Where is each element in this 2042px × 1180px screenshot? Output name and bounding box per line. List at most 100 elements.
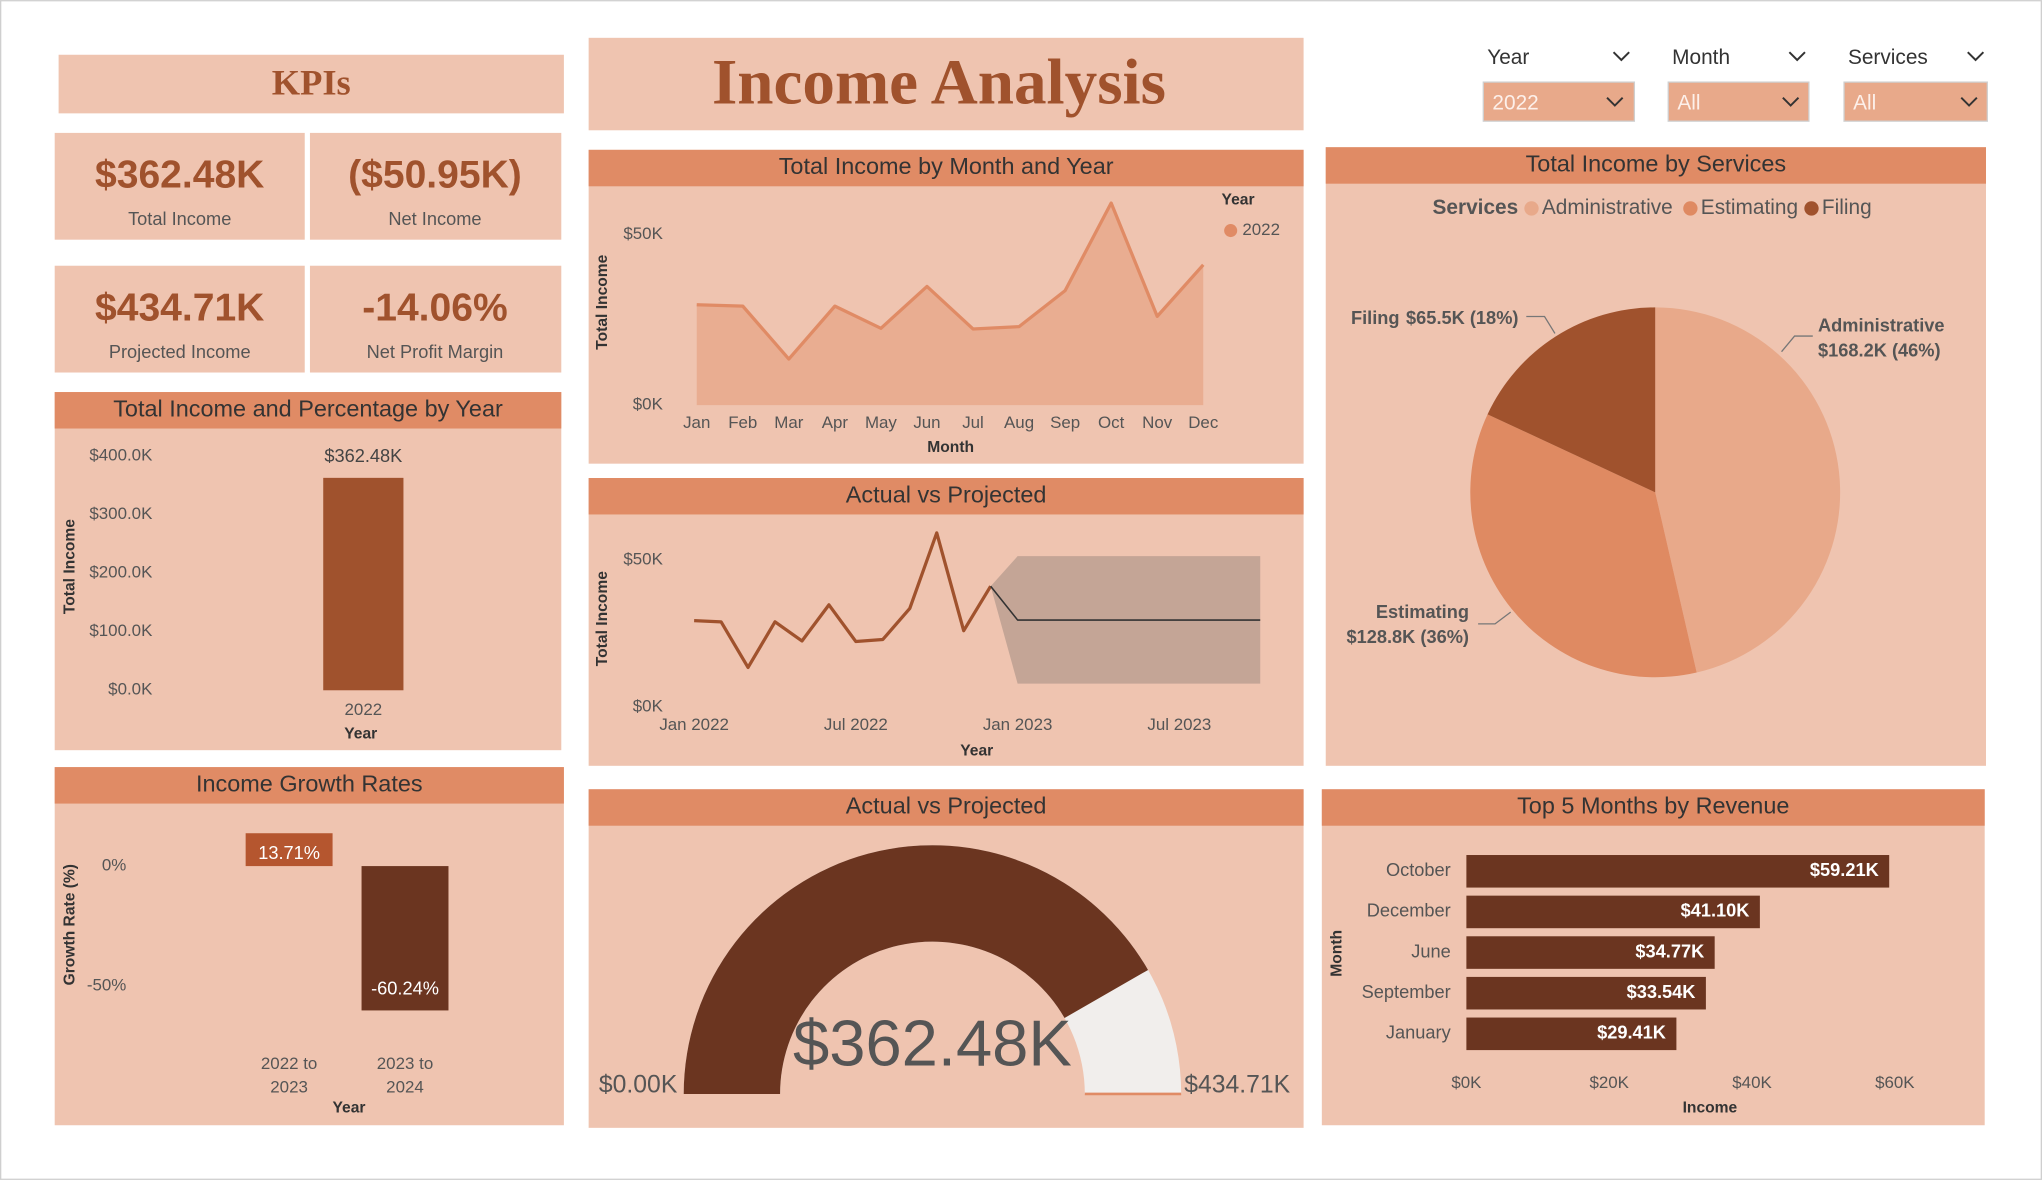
chart-title: Income Growth Rates <box>196 771 423 797</box>
bar <box>245 833 333 867</box>
data-label: $33.54K <box>1627 981 1696 1002</box>
filter-value: All <box>1853 92 1876 115</box>
x-axis-title: Year <box>960 743 993 760</box>
line <box>696 201 1205 361</box>
chevron <box>1960 97 1978 107</box>
legend-label: 2022 <box>1242 220 1280 239</box>
bar <box>1466 855 1890 888</box>
pie-slice <box>1487 307 1656 493</box>
chart-panel <box>54 392 562 751</box>
x-tick-label-box: 2022 <box>344 699 383 719</box>
x-tick-label: Aug <box>1004 413 1034 432</box>
kpi-value: $434.71K <box>95 286 264 329</box>
leader-line <box>1478 611 1512 625</box>
kpi-value: $362.48K <box>95 153 264 196</box>
chart-header <box>1321 789 1985 826</box>
x-tick-label: 2022 to 2023 <box>260 1053 318 1097</box>
title-box <box>588 37 1304 131</box>
chart-header <box>54 767 564 804</box>
bar <box>1466 936 1715 969</box>
chart-header <box>1325 147 1987 184</box>
x-tick-label: Jun <box>913 413 940 432</box>
filter-value: 2022 <box>1492 92 1538 115</box>
x-tick-label: $40K <box>1732 1073 1772 1092</box>
data-label: $362.48K <box>324 445 402 466</box>
chart-title: Actual vs Projected <box>846 793 1047 819</box>
x-tick-label: Jul 2022 <box>824 715 888 734</box>
y-tick-label: $400.0K <box>89 445 153 464</box>
y-tick-label: January <box>1386 1022 1452 1043</box>
x-tick-label: Jul <box>962 413 984 432</box>
x-tick-label: 2022 <box>344 699 383 719</box>
kpi-card <box>54 265 305 373</box>
kpi-card <box>309 265 562 373</box>
chart-title: Total Income by Month and Year <box>779 153 1114 179</box>
y-tick-label: $0K <box>633 697 664 716</box>
gauge-max-label: $434.71K <box>1184 1072 1290 1099</box>
x-tick-label: Jan 2022 <box>659 715 729 734</box>
gauge-value-label: $362.48K <box>793 1007 1072 1080</box>
legend-label: Estimating <box>1701 196 1798 219</box>
page-title: Income Analysis <box>712 47 1166 119</box>
gauge-value <box>683 845 1149 1094</box>
chart-title: Total Income and Percentage by Year <box>113 395 503 421</box>
x-tick-label: Jul 2023 <box>1147 715 1211 734</box>
chart-title: Top 5 Months by Revenue <box>1517 793 1789 819</box>
filter[interactable]: Services All <box>1843 46 1988 122</box>
pie-slice <box>1655 307 1841 673</box>
data-label: $59.21K <box>1810 859 1879 880</box>
pie-slice <box>1470 414 1697 678</box>
filter-label: Month <box>1672 46 1730 69</box>
slice-label: Estimating <box>1376 601 1469 622</box>
data-label: -60.24% <box>371 977 439 998</box>
x-axis-title: Income <box>1683 1099 1738 1116</box>
dropdown[interactable] <box>1843 81 1988 122</box>
kpi-title-box <box>58 54 564 114</box>
legend-title: Services <box>1433 196 1519 219</box>
line <box>694 531 993 670</box>
line <box>990 585 1261 621</box>
x-tick-label-box: 2023 to 2024 <box>377 1054 433 1097</box>
x-axis-title: Year <box>344 726 377 743</box>
kpi-card <box>309 132 562 240</box>
x-tick-label: Nov <box>1142 413 1173 432</box>
legend-label: Administrative <box>1542 196 1673 219</box>
chevron <box>1967 51 1985 62</box>
bar <box>1466 976 1706 1010</box>
chart-header <box>54 392 562 429</box>
y-tick-label: $0K <box>633 395 664 414</box>
kpi-card <box>54 132 305 240</box>
dropdown[interactable] <box>1482 81 1636 122</box>
legend-marker <box>1804 201 1819 216</box>
data-label: $34.77K <box>1635 940 1704 961</box>
y-tick-label: October <box>1386 859 1451 880</box>
chart-header <box>588 149 1304 187</box>
x-tick-label: May <box>865 413 897 432</box>
y-tick-label: $200.0K <box>89 563 153 582</box>
filter[interactable]: Month All <box>1667 46 1810 122</box>
legend-label: Filing <box>1822 196 1872 219</box>
slice-label-group: Filing $65.5K (18%) <box>1351 307 1519 328</box>
x-tick-label: Feb <box>728 413 757 432</box>
kpi-label: Projected Income <box>109 341 251 362</box>
gauge-min-label: $0.00K <box>599 1072 678 1099</box>
y-axis-title: Total Income <box>594 254 611 349</box>
chart-title: Total Income by Services <box>1526 151 1787 177</box>
y-tick-label: $50K <box>623 224 663 243</box>
x-axis-title: Month <box>927 439 974 456</box>
y-tick-label: September <box>1362 981 1451 1002</box>
x-axis-title: Year <box>333 1099 366 1116</box>
chevron <box>1788 51 1806 62</box>
y-tick-label: June <box>1411 940 1451 961</box>
filter-label: Year <box>1487 46 1529 69</box>
y-axis-title: Month <box>1329 930 1346 977</box>
slice-value: $128.8K (36%) <box>1346 626 1469 647</box>
y-tick-label: -50% <box>87 975 126 994</box>
data-label: $41.10K <box>1681 900 1750 921</box>
filter[interactable]: Year 2022 <box>1482 46 1636 122</box>
x-tick-label: Jan 2023 <box>983 715 1053 734</box>
legend-title: Year <box>1222 192 1255 209</box>
y-tick-label: December <box>1367 900 1451 921</box>
